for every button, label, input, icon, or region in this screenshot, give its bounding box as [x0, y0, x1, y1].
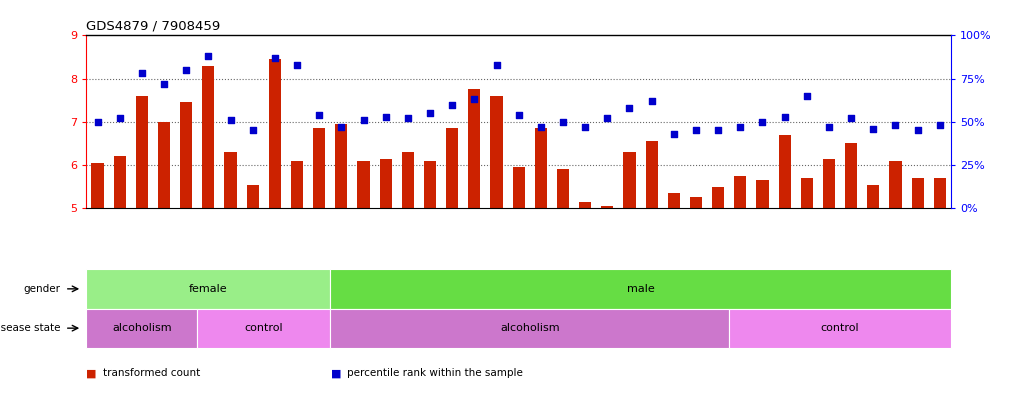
Bar [268, 59, 281, 208]
Point [244, 127, 260, 134]
Point [200, 53, 217, 59]
Point [511, 112, 527, 118]
Bar [197, 309, 331, 348]
Point [710, 127, 726, 134]
Bar [424, 161, 436, 208]
Bar [601, 206, 613, 208]
Bar [934, 178, 946, 208]
Bar [734, 176, 746, 208]
Bar [446, 128, 459, 208]
Bar [579, 202, 591, 208]
Bar [800, 178, 813, 208]
Bar [890, 161, 902, 208]
Bar [911, 178, 923, 208]
Text: control: control [821, 323, 859, 333]
Bar [86, 309, 197, 348]
Point [577, 124, 593, 130]
Point [422, 110, 438, 116]
Point [821, 124, 837, 130]
Point [909, 127, 925, 134]
Point [533, 124, 549, 130]
Text: ■: ■ [86, 368, 97, 378]
Point [599, 115, 615, 121]
Bar [712, 187, 724, 208]
Bar [823, 158, 835, 208]
Point [843, 115, 859, 121]
Bar [291, 161, 303, 208]
Point [666, 131, 682, 137]
Point [377, 114, 394, 120]
Text: alcoholism: alcoholism [112, 323, 172, 333]
Text: GDS4879 / 7908459: GDS4879 / 7908459 [86, 20, 221, 33]
Point [355, 117, 371, 123]
Point [289, 62, 305, 68]
Bar [225, 152, 237, 208]
Point [466, 96, 482, 103]
Text: percentile rank within the sample: percentile rank within the sample [347, 368, 523, 378]
Bar [668, 193, 680, 208]
Bar [646, 141, 658, 208]
Bar [336, 124, 348, 208]
Bar [690, 197, 702, 208]
Bar [845, 143, 857, 208]
Point [777, 114, 793, 120]
Text: alcoholism: alcoholism [500, 323, 559, 333]
Text: female: female [189, 284, 228, 294]
Point [488, 62, 504, 68]
Point [178, 67, 194, 73]
Bar [490, 96, 502, 208]
Bar [468, 90, 480, 208]
Bar [313, 128, 325, 208]
Bar [86, 269, 331, 309]
Bar [757, 180, 769, 208]
Bar [202, 66, 215, 208]
Bar [623, 152, 636, 208]
Point [400, 115, 416, 121]
Bar [246, 185, 258, 208]
Text: ■: ■ [331, 368, 341, 378]
Point [865, 126, 882, 132]
Text: control: control [244, 323, 283, 333]
Point [133, 70, 149, 77]
Bar [379, 158, 392, 208]
Point [266, 55, 283, 61]
Point [732, 124, 749, 130]
Bar [779, 135, 791, 208]
Text: disease state: disease state [0, 323, 61, 333]
Point [311, 112, 327, 118]
Point [888, 122, 904, 129]
Point [932, 122, 948, 129]
Point [555, 119, 572, 125]
Point [334, 124, 350, 130]
Point [156, 81, 172, 87]
Point [621, 105, 638, 111]
Point [223, 117, 239, 123]
Bar [535, 128, 547, 208]
Bar [158, 122, 170, 208]
Bar [331, 269, 951, 309]
Point [112, 115, 128, 121]
Bar [513, 167, 525, 208]
Bar [868, 185, 880, 208]
Bar [135, 96, 147, 208]
Bar [557, 169, 570, 208]
Text: male: male [626, 284, 655, 294]
Point [89, 119, 106, 125]
Text: transformed count: transformed count [103, 368, 200, 378]
Bar [357, 161, 369, 208]
Bar [402, 152, 414, 208]
Point [444, 101, 461, 108]
Bar [331, 309, 729, 348]
Point [687, 127, 704, 134]
Bar [180, 102, 192, 208]
Bar [114, 156, 126, 208]
Point [798, 93, 815, 99]
Text: gender: gender [23, 284, 61, 294]
Bar [92, 163, 104, 208]
Point [755, 119, 771, 125]
Point [644, 98, 660, 104]
Bar [729, 309, 951, 348]
